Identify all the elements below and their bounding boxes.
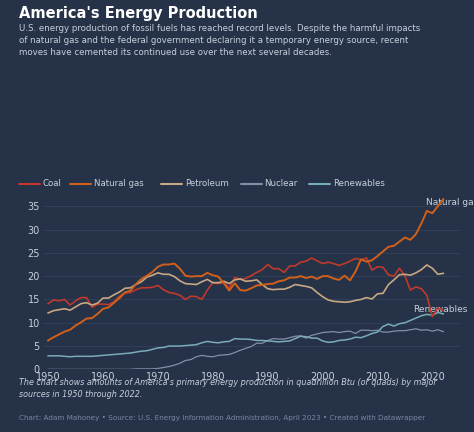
Text: Natural gas: Natural gas [94,179,144,188]
Text: Nuclear: Nuclear [264,179,298,188]
Text: U.S. energy production of fossil fuels has reached record levels. Despite the ha: U.S. energy production of fossil fuels h… [19,24,420,57]
Text: Natural gas: Natural gas [426,198,474,207]
Text: Renewables: Renewables [333,179,384,188]
Text: Petroleum: Petroleum [185,179,228,188]
Text: Chart: Adam Mahoney • Source: U.S. Energy Information Administration, April 2023: Chart: Adam Mahoney • Source: U.S. Energ… [19,415,425,421]
Text: America's Energy Production: America's Energy Production [19,6,258,22]
Text: The chart shows amounts of America's primary energy production in quadrillion Bt: The chart shows amounts of America's pri… [19,378,437,399]
Text: Coal: Coal [43,179,62,188]
Text: Renewables: Renewables [413,305,467,314]
